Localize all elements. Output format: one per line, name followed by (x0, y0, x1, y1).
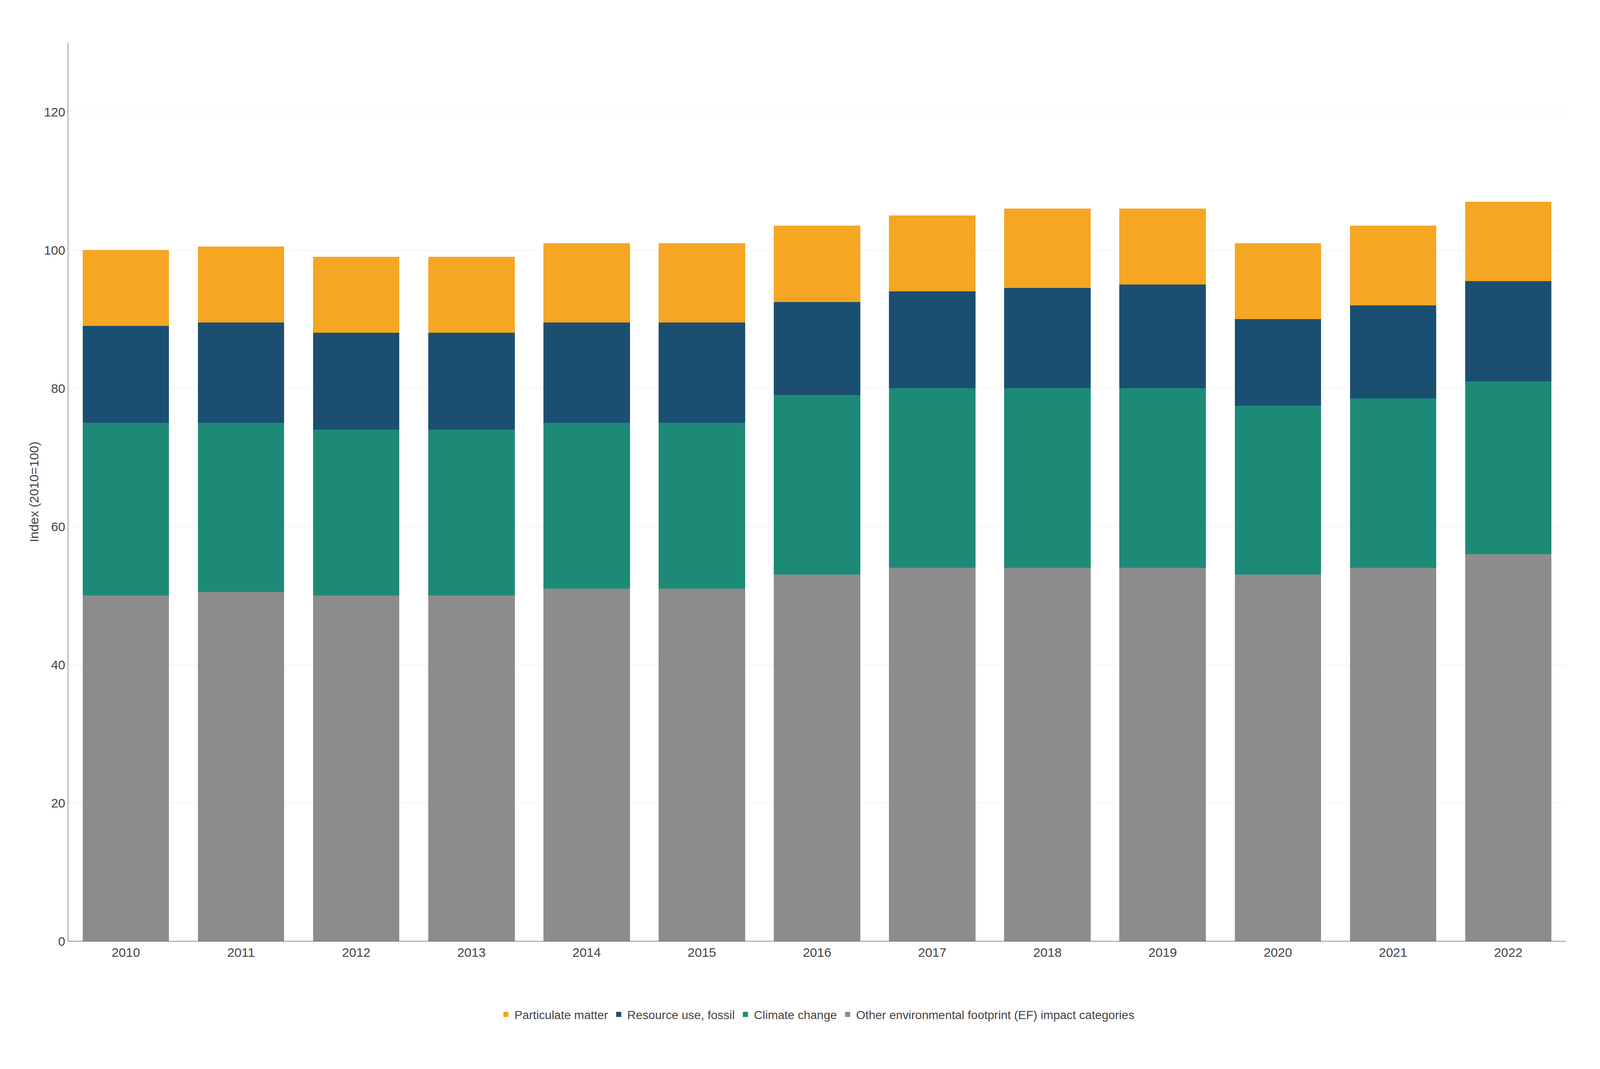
svg-text:Particulate matter: Particulate matter (514, 1008, 608, 1022)
svg-text:2016: 2016 (802, 945, 832, 960)
svg-text:2018: 2018 (1033, 945, 1062, 960)
svg-text:120: 120 (43, 104, 66, 120)
svg-text:Other environmental footprint: Other environmental footprint (EF) impac… (856, 1008, 1135, 1022)
svg-text:Climate change: Climate change (754, 1008, 838, 1022)
svg-text:0: 0 (58, 934, 66, 949)
svg-text:2022: 2022 (1494, 945, 1523, 960)
svg-text:80: 80 (51, 381, 66, 396)
svg-text:100: 100 (43, 243, 66, 258)
svg-text:2010: 2010 (111, 945, 141, 960)
svg-text:2011: 2011 (227, 945, 256, 960)
svg-text:2020: 2020 (1263, 945, 1293, 960)
svg-text:40: 40 (51, 657, 66, 672)
svg-text:2013: 2013 (457, 945, 486, 960)
svg-text:2014: 2014 (572, 945, 602, 960)
svg-text:2015: 2015 (687, 945, 717, 960)
svg-text:2021: 2021 (1379, 945, 1408, 960)
svg-text:60: 60 (51, 519, 66, 534)
svg-text:20: 20 (51, 795, 66, 811)
svg-text:2019: 2019 (1148, 945, 1177, 960)
svg-text:2012: 2012 (342, 945, 371, 960)
svg-text:Index (2010=100): Index (2010=100) (26, 441, 41, 543)
svg-text:2017: 2017 (917, 945, 947, 960)
svg-text:Resource use, fossil: Resource use, fossil (627, 1008, 735, 1022)
